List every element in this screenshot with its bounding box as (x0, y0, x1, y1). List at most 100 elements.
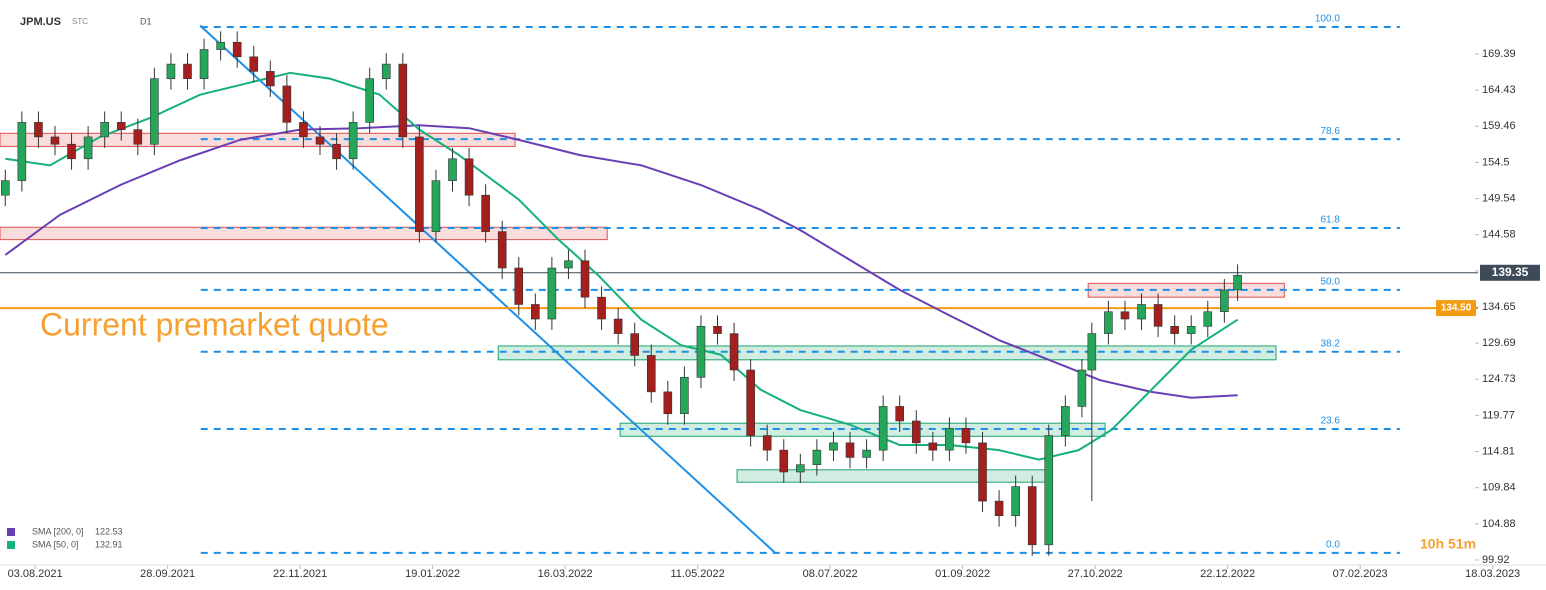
candle-body (547, 267, 557, 320)
candle-body (315, 136, 325, 145)
y-tick-label: 99.92 (1482, 554, 1510, 566)
candle-body (348, 122, 358, 160)
candle-body (332, 143, 341, 160)
candle-body (83, 136, 93, 160)
candle-body (133, 129, 143, 145)
sma-line (4, 124, 1238, 399)
candle-body (663, 391, 673, 415)
candle-body (1061, 406, 1070, 436)
fib-label: 100.0 (1315, 14, 1340, 25)
candle-body (564, 260, 573, 269)
candle-body (398, 63, 408, 138)
y-tick-label: 144.58 (1482, 229, 1516, 241)
x-tick-label: 18.03.2023 (1465, 568, 1520, 580)
fib-label: 50.0 (1320, 277, 1340, 288)
candle-body (116, 122, 126, 130)
candle-body (415, 136, 424, 232)
candle-body (50, 136, 60, 145)
candle-body (1137, 304, 1146, 320)
x-tick-label: 28.09.2021 (140, 568, 195, 580)
y-tick-label: 109.84 (1482, 482, 1516, 494)
legend-swatch (7, 541, 15, 549)
y-tick-label: 159.46 (1482, 120, 1516, 132)
y-tick-label: 134.65 (1482, 301, 1516, 313)
candle-body (497, 231, 507, 269)
symbol[interactable]: JPM.US (20, 16, 61, 28)
candle-body (381, 63, 391, 79)
candle-body (613, 318, 623, 334)
fib-label: 61.8 (1320, 215, 1340, 226)
x-tick-label: 11.05.2022 (671, 568, 725, 580)
candle-body (1220, 289, 1229, 313)
candle-body (829, 442, 838, 451)
candle-body (67, 143, 76, 160)
x-tick-label: 07.02.2023 (1333, 568, 1388, 580)
candle-body (746, 369, 755, 436)
fib-label: 0.0 (1326, 539, 1340, 550)
candle-body (928, 442, 938, 451)
x-tick-label: 22.11.2021 (273, 568, 327, 580)
candle-body (994, 500, 1004, 516)
candle-body (696, 326, 706, 378)
price-tag (1480, 264, 1540, 281)
candle-body (1077, 369, 1087, 407)
candle-body (1027, 486, 1037, 546)
y-tick-label: 149.54 (1482, 192, 1516, 204)
x-tick-label: 27.10.2022 (1068, 568, 1123, 580)
x-tick-label: 22.12.2022 (1200, 568, 1255, 580)
candle-body (878, 406, 888, 451)
timer: 10h 51m (1420, 536, 1476, 552)
candle-body (150, 78, 159, 145)
candle-body (1087, 333, 1097, 371)
candle-body (680, 376, 689, 415)
candle-body (249, 56, 259, 72)
candle-body (862, 449, 871, 458)
candle-body (431, 180, 441, 232)
y-tick-label: 124.73 (1482, 373, 1516, 385)
candle-body (1186, 326, 1196, 334)
candle-body (299, 122, 308, 138)
candle-body (464, 158, 474, 196)
legend-swatch (7, 528, 15, 536)
y-tick-label: 154.5 (1482, 156, 1510, 168)
fib-label: 38.2 (1320, 338, 1340, 349)
y-tick-label: 129.69 (1482, 337, 1516, 349)
candle-body (282, 85, 292, 123)
candle-body (978, 442, 987, 502)
candle-body (845, 442, 855, 458)
candle-body (531, 304, 540, 320)
candle-body (481, 194, 490, 232)
candle-body (1203, 311, 1213, 327)
candle-body (646, 355, 656, 393)
x-tick-label: 16.03.2022 (538, 568, 593, 580)
y-tick-label: 169.39 (1482, 48, 1516, 60)
mode[interactable]: STC (72, 17, 88, 26)
candle-body (580, 260, 590, 298)
y-tick-label: 164.43 (1482, 84, 1516, 96)
trendline (199, 24, 776, 554)
legend-name: SMA [200, 0] (32, 526, 84, 536)
candle-body (1011, 486, 1020, 516)
candle-body (365, 78, 374, 123)
y-tick-label: 104.88 (1482, 518, 1516, 530)
candle-body (166, 63, 176, 79)
interval[interactable]: D1 (140, 16, 152, 26)
zone (497, 345, 1277, 361)
candle-body (713, 326, 722, 334)
x-tick-label: 01.09.2022 (935, 568, 990, 580)
x-tick-label: 08.07.2022 (803, 568, 858, 580)
annotation: Current premarket quote (40, 306, 389, 342)
x-tick-label: 19.01.2022 (405, 568, 460, 580)
candle-body (812, 449, 822, 466)
candle-body (945, 427, 954, 451)
zone (0, 226, 608, 241)
candle-body (232, 41, 242, 58)
candle-body (1170, 326, 1179, 334)
candle-body (448, 158, 457, 181)
legend-value: 132.91 (95, 539, 123, 549)
candle-body (779, 449, 789, 473)
legend-name: SMA [50, 0] (32, 539, 79, 549)
y-tick-label: 119.77 (1482, 409, 1515, 421)
candle-body (1120, 311, 1130, 320)
